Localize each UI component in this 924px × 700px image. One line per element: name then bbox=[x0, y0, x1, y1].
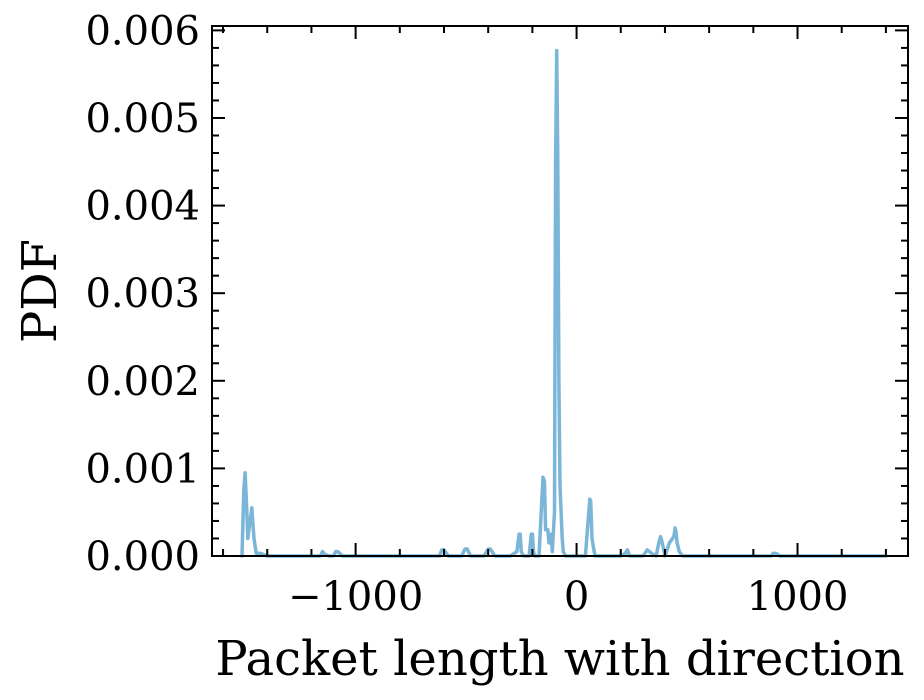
x-tick-label: 1000 bbox=[747, 574, 849, 620]
x-tick-label: 0 bbox=[564, 574, 589, 620]
y-tick-label: 0.004 bbox=[85, 184, 200, 230]
x-axis-label: Packet length with direction bbox=[215, 631, 904, 687]
x-tick-label: −1000 bbox=[288, 574, 423, 620]
y-axis-label: PDF bbox=[12, 239, 68, 343]
axes-frame bbox=[211, 25, 909, 557]
y-tick-label: 0.002 bbox=[85, 359, 200, 405]
y-axis-ticks: 0.000 0.001 0.002 0.003 0.004 0.005 0.006 bbox=[85, 8, 908, 580]
y-tick-label: 0.005 bbox=[85, 96, 200, 142]
plot-area bbox=[240, 48, 888, 558]
x-axis-ticks: −1000 0 1000 bbox=[222, 26, 887, 620]
series-line bbox=[240, 48, 888, 558]
y-tick-label: 0.001 bbox=[85, 446, 200, 492]
y-tick-label: 0.000 bbox=[85, 534, 200, 580]
y-tick-label: 0.003 bbox=[85, 271, 200, 317]
y-tick-label: 0.006 bbox=[85, 8, 200, 54]
